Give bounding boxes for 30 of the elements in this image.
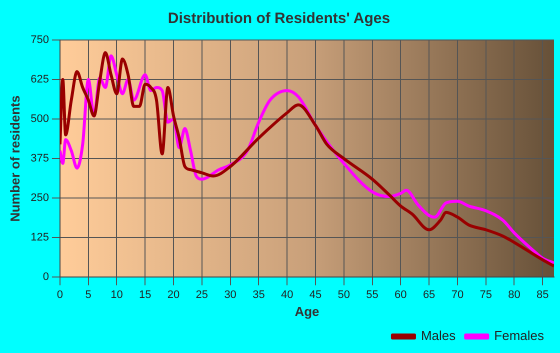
x-tick-label: 75: [480, 288, 492, 301]
y-tick-label: 250: [30, 192, 49, 204]
x-tick-label: 5: [85, 288, 92, 301]
x-tick-label: 10: [110, 288, 123, 301]
x-tick-label: 20: [167, 288, 180, 301]
x-tick-label: 25: [196, 288, 208, 301]
x-tick-label: 80: [508, 288, 520, 301]
x-tick-label: 65: [422, 288, 436, 301]
legend-label: Males: [420, 328, 456, 344]
x-tick-label: 45: [309, 288, 322, 301]
x-tick-label: 15: [139, 288, 152, 301]
x-tick-label: 85: [536, 288, 549, 301]
y-tick-label: 125: [30, 232, 49, 244]
x-tick-label: 55: [366, 288, 378, 301]
x-tick-label: 50: [338, 288, 350, 301]
x-tick-label: 0: [56, 288, 64, 301]
y-tick-label: 0: [42, 271, 49, 284]
x-tick-label: 60: [394, 288, 407, 301]
x-tick-label: 70: [451, 288, 464, 301]
y-tick-label: 500: [30, 113, 49, 126]
y-axis-title: Number of residents: [7, 95, 22, 222]
x-tick-label: 40: [280, 288, 294, 301]
x-tick-label: 35: [252, 288, 265, 301]
legend-label: Females: [494, 328, 544, 344]
y-tick-label: 750: [30, 34, 49, 46]
y-tick-label: 375: [30, 152, 49, 165]
x-axis-title: Age: [294, 304, 320, 319]
chart-title: Distribution of Residents' Ages: [168, 10, 390, 28]
y-tick-label: 625: [30, 74, 49, 86]
x-tick-label: 30: [224, 288, 236, 301]
